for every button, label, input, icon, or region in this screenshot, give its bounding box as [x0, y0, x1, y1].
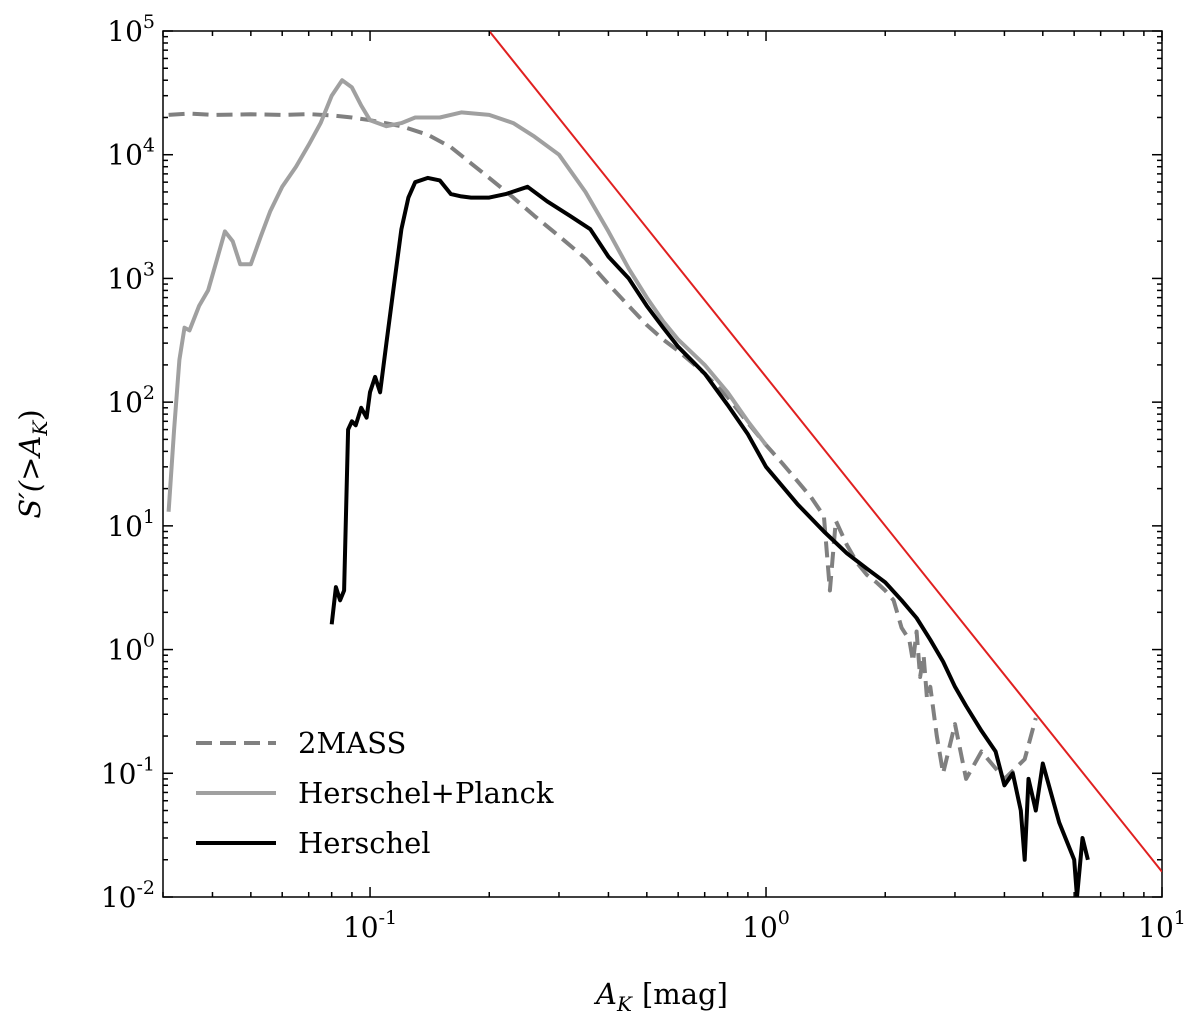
y-axis-ticks: 105 104 103 102 101 100 10-1 10-2 — [101, 11, 1162, 914]
y-tick-label: 103 — [107, 258, 155, 295]
series-line-2mass — [168, 111, 1038, 781]
series-line-herschel — [329, 175, 1090, 897]
x-tick-label: 10-1 — [343, 907, 397, 944]
y-tick-label: 101 — [107, 506, 155, 543]
y-axis-title: S′(>AK) — [13, 409, 52, 518]
legend: 2MASS Herschel+Planck Herschel — [196, 726, 554, 860]
legend-label-herschel-planck: Herschel+Planck — [298, 776, 554, 810]
x-axis-title: AK [mag] — [593, 977, 728, 1016]
y-tick-label: 105 — [107, 11, 155, 48]
y-tick-label: 10-2 — [101, 877, 155, 914]
plot-area — [162, 30, 1163, 898]
series-layer — [166, 31, 1162, 897]
x-tick-label: 101 — [1138, 907, 1186, 944]
series-line-herschel-planck — [166, 78, 768, 512]
series-line-powerlaw-fit — [488, 31, 1162, 873]
legend-label-2mass: 2MASS — [298, 726, 406, 760]
y-tick-label: 10-1 — [101, 753, 155, 790]
y-tick-label: 100 — [107, 630, 155, 667]
y-tick-label: 102 — [107, 382, 155, 419]
x-tick-label: 100 — [742, 907, 790, 944]
legend-label-herschel: Herschel — [298, 826, 431, 860]
y-tick-label: 104 — [107, 135, 155, 172]
x-axis-ticks: 10-1 100 101 — [162, 31, 1186, 944]
